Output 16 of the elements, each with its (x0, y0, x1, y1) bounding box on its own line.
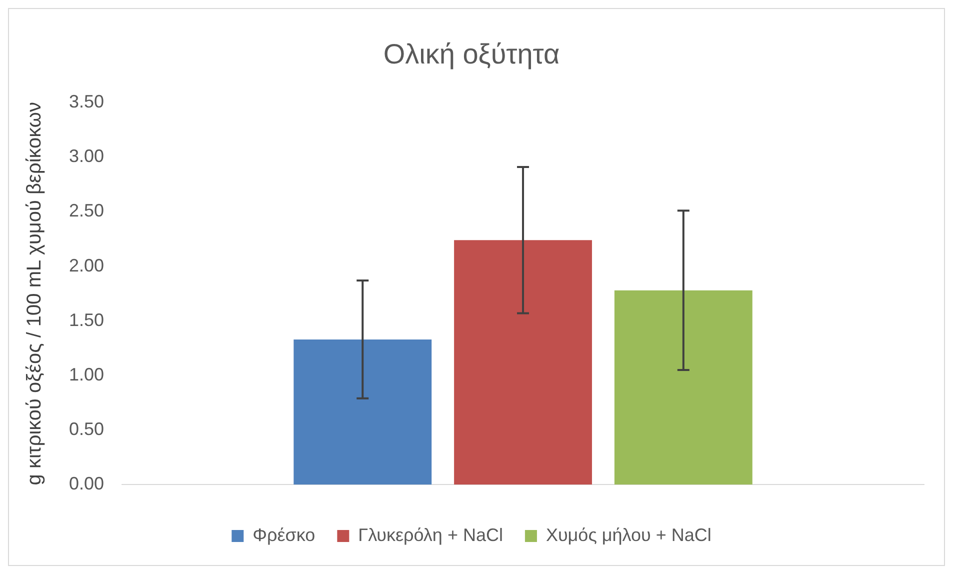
y-tick-label: 1.00 (68, 364, 104, 384)
y-tick-label: 1.50 (68, 310, 104, 330)
legend-label: Χυμός μήλου + NaCl (546, 524, 712, 545)
bar (454, 240, 592, 485)
y-tick-label: 2.00 (68, 255, 104, 276)
y-tick-label: 3.00 (68, 146, 104, 166)
chart-title: Ολική οξύτητα (383, 38, 560, 70)
y-tick-label: 0.50 (68, 418, 104, 439)
y-tick-label: 3.50 (68, 92, 104, 112)
legend-label: Φρέσκο (252, 524, 316, 545)
legend-label: Γλυκερόλη + NaCl (358, 524, 503, 545)
bar (294, 339, 432, 485)
bar (614, 290, 752, 485)
y-tick-label: 2.50 (68, 200, 104, 221)
y-axis-title: g κιτρικού οξέος / 100 mL χυμού βερίκοκων (24, 102, 46, 486)
y-tick-label: 0.00 (68, 474, 104, 494)
